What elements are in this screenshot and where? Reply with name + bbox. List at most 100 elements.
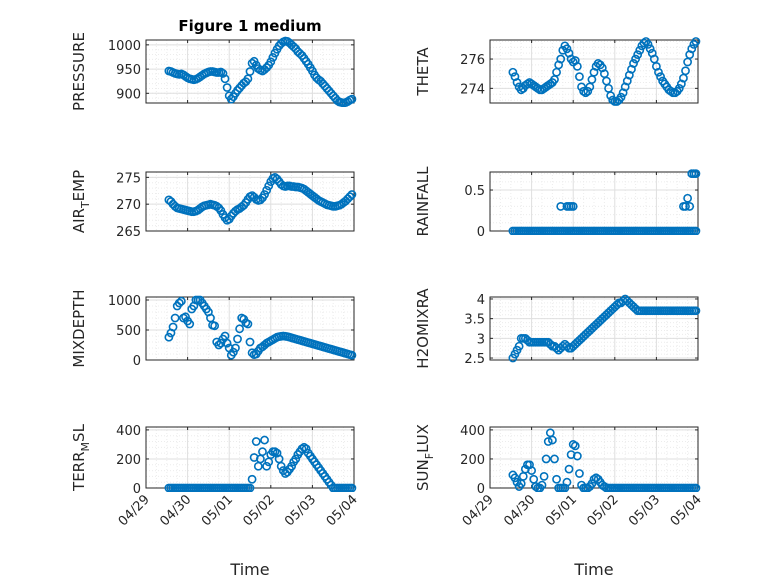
data-point xyxy=(231,343,240,353)
y-axis-label: AIRTEMP xyxy=(70,170,92,233)
axes-box xyxy=(145,296,355,361)
data-point xyxy=(685,202,695,211)
plot-area xyxy=(490,172,698,231)
data-point xyxy=(681,66,690,76)
y-tick-label: 1000 xyxy=(108,39,141,54)
data-series xyxy=(508,169,701,235)
data-series xyxy=(164,172,357,225)
data-point xyxy=(301,444,311,454)
data-point xyxy=(247,58,257,68)
y-tick-label: 200 xyxy=(116,453,141,468)
data-point xyxy=(266,57,276,67)
data-point xyxy=(210,321,220,331)
y-tick-label: 2.5 xyxy=(464,352,485,367)
data-point xyxy=(260,190,269,199)
data-point xyxy=(168,322,178,332)
data-point xyxy=(216,338,226,348)
y-tick-label: 3.5 xyxy=(464,313,485,328)
data-series xyxy=(164,295,357,360)
data-point xyxy=(512,477,522,487)
axes-box xyxy=(489,426,699,489)
data-point xyxy=(245,337,255,347)
data-point xyxy=(691,169,701,179)
data-point xyxy=(514,341,524,351)
data-point xyxy=(654,67,663,77)
y-tick-label: 1000 xyxy=(108,294,141,309)
y-tick-label: 400 xyxy=(460,424,485,439)
x-tick-label: 05/04 xyxy=(668,492,705,529)
data-series xyxy=(508,37,701,106)
data-point xyxy=(251,437,261,446)
data-point xyxy=(174,298,184,308)
data-point xyxy=(243,319,253,329)
y-tick-label: 0 xyxy=(133,354,141,369)
y-tick-label: 400 xyxy=(116,424,141,439)
data-point xyxy=(643,39,653,49)
data-point xyxy=(262,63,272,73)
x-tick-label: 05/02 xyxy=(241,492,278,529)
data-point xyxy=(276,461,286,471)
data-series xyxy=(164,36,357,107)
data-point xyxy=(170,313,180,323)
y-tick-label: 0 xyxy=(133,482,141,497)
data-point xyxy=(543,437,553,446)
data-point xyxy=(537,480,547,490)
data-point xyxy=(235,324,244,334)
y-tick-label: 0.5 xyxy=(464,184,485,199)
data-point xyxy=(541,454,551,464)
data-point xyxy=(347,350,357,360)
data-point xyxy=(572,61,582,71)
data-point xyxy=(245,67,255,76)
y-axis-label: MIXDEPTH xyxy=(70,289,88,367)
subplot-4: 0 0.5 RAINFALL xyxy=(414,166,701,240)
data-point xyxy=(291,454,301,464)
axes-box xyxy=(145,39,355,104)
x-tick-label: 05/03 xyxy=(626,492,663,529)
axes-box xyxy=(489,39,699,104)
y-axis-label: H2OMIXRA xyxy=(414,288,432,369)
data-point xyxy=(347,483,357,492)
y-tick-label: 4 xyxy=(477,293,485,308)
data-point xyxy=(629,59,638,68)
data-point xyxy=(247,474,257,484)
data-point xyxy=(691,37,701,46)
data-point xyxy=(616,92,626,102)
x-tick-label: 04/30 xyxy=(501,492,538,529)
x-tick-label: 05/02 xyxy=(585,492,622,529)
data-point xyxy=(656,72,665,82)
data-point xyxy=(214,340,224,350)
data-point xyxy=(562,341,572,351)
data-point xyxy=(268,53,278,62)
data-point xyxy=(683,193,692,203)
data-point xyxy=(562,44,572,54)
data-point xyxy=(185,319,195,329)
data-point xyxy=(545,339,555,349)
data-point xyxy=(606,91,616,101)
data-point xyxy=(587,479,597,489)
data-point xyxy=(572,451,582,461)
x-tick-label: 04/29 xyxy=(460,492,497,529)
data-point xyxy=(570,441,580,451)
axes-box xyxy=(145,171,355,232)
data-point xyxy=(691,226,701,235)
data-point xyxy=(552,474,561,484)
x-tick-label: 05/01 xyxy=(543,492,580,529)
data-point xyxy=(548,435,557,445)
data-point xyxy=(347,94,357,104)
data-point xyxy=(226,94,236,104)
y-tick-label: 270 xyxy=(116,198,141,213)
data-point xyxy=(527,466,536,475)
data-point xyxy=(222,338,232,348)
data-point xyxy=(218,69,228,78)
data-point xyxy=(645,44,655,54)
data-point xyxy=(233,334,242,344)
subplot-3: 265 270 275 AIRTEMP xyxy=(70,170,357,240)
data-point xyxy=(287,461,296,471)
x-axis-label: Time xyxy=(573,560,613,579)
data-point xyxy=(262,185,272,195)
data-point xyxy=(575,72,584,82)
data-point xyxy=(164,332,174,342)
data-point xyxy=(556,54,566,64)
y-tick-label: 900 xyxy=(116,87,141,102)
